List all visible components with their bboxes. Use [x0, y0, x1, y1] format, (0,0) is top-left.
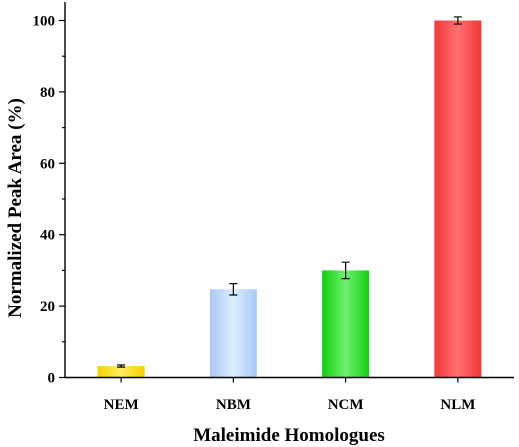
x-tick-label: NEM	[104, 397, 139, 413]
x-axis: NEM NBM NCM NLM	[104, 377, 475, 413]
y-axis-title: Normalized Peak Area (%)	[5, 98, 26, 318]
error-bars-group	[117, 16, 462, 368]
error-bar-nem	[117, 364, 126, 368]
bar-nbm	[209, 289, 257, 378]
bar-nlm	[434, 20, 482, 378]
y-tick-label: 100	[33, 14, 56, 30]
x-axis-title: Maleimide Homologues	[193, 425, 385, 446]
x-tick-label: NLM	[440, 397, 475, 413]
y-tick-label: 80	[40, 85, 55, 101]
y-tick-label: 60	[40, 156, 55, 172]
error-bar-ncm	[341, 261, 350, 280]
bar-nem	[97, 366, 145, 378]
error-bar-nbm	[229, 283, 238, 296]
y-tick-label: 0	[48, 371, 56, 387]
bars-group	[97, 20, 482, 378]
bar-ncm	[322, 270, 370, 378]
y-tick-label: 40	[40, 228, 55, 244]
error-bar-nlm	[453, 16, 462, 25]
x-tick-label: NCM	[328, 397, 364, 413]
y-tick-label: 20	[40, 299, 55, 315]
y-axis: 0 20 40 60 80 100	[33, 14, 65, 387]
x-tick-label: NBM	[216, 397, 251, 413]
